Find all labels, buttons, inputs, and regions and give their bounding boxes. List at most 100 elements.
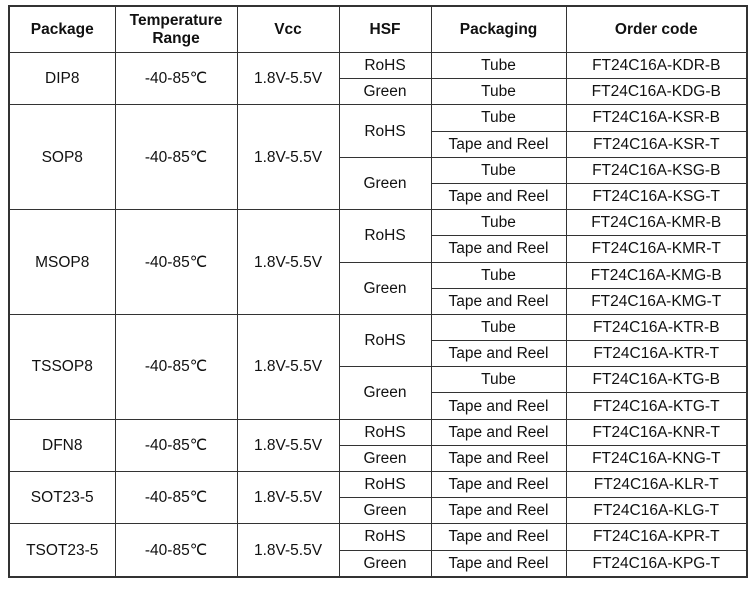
order-code-cell: FT24C16A-KPG-T (565, 549, 748, 578)
table-row: Tape and Reel FT24C16A-KSG-T (9, 182, 748, 211)
table-row: MSOP8 -40-85℃ 1.8V-5.5V RoHS Tube FT24C16A-KM… (8, 209, 748, 315)
header-packaging: Packaging (430, 5, 567, 53)
temperature-cell: -40-85℃ (114, 209, 238, 315)
order-code-cell: FT24C16A-KMG-T (565, 287, 748, 315)
table-row: TSSOP8 -40-85℃ 1.8V-5.5V RoHS Tube FT24C16A-K… (8, 313, 748, 420)
order-code-cell: FT24C16A-KNG-T (565, 444, 748, 473)
package-cell: TSOT23-5 (8, 523, 116, 578)
packaging-cell: Tape and Reel (430, 444, 567, 473)
hsf-cell: RoHS (338, 470, 432, 499)
packaging-cell: Tube (430, 78, 567, 106)
table-row: Green Tape and Reel FT24C16A-KNG-T (9, 444, 748, 473)
order-code-cell: FT24C16A-KSR-T (565, 130, 748, 158)
ordering-info-table: Package Temperature Range Vcc HSF Packag… (8, 5, 748, 578)
table-row: Tape and Reel FT24C16A-KTR-T (9, 340, 748, 368)
header-package: Package (8, 5, 116, 53)
packaging-cell: Tape and Reel (430, 523, 567, 551)
packaging-cell: Tape and Reel (430, 418, 567, 446)
vcc-cell: 1.8V-5.5V (236, 104, 340, 211)
package-cell: SOT23-5 (8, 470, 116, 525)
order-code-cell: FT24C16A-KNR-T (565, 418, 748, 446)
hsf-cell: RoHS (338, 51, 432, 80)
header-hsf: HSF (338, 5, 432, 53)
temperature-cell: -40-85℃ (114, 104, 238, 211)
table-row: SOP8 -40-85℃ 1.8V-5.5V RoHS Tube FT24C16A-KSR… (8, 104, 748, 211)
table-row: Green Tube FT24C16A-KMG-B (9, 261, 748, 315)
packaging-cell: Tape and Reel (430, 470, 567, 499)
vcc-cell: 1.8V-5.5V (236, 470, 340, 525)
table-row: Green Tube FT24C16A-KDG-B (9, 78, 748, 106)
table-row: SOT23-5 -40-85℃ 1.8V-5.5V RoHS Tape and Reel… (8, 470, 748, 525)
package-cell: DIP8 (8, 51, 116, 106)
hsf-cell: Green (338, 444, 432, 473)
hsf-cell: Green (338, 497, 432, 525)
vcc-cell: 1.8V-5.5V (236, 313, 340, 420)
order-code-cell: FT24C16A-KTR-B (565, 313, 748, 342)
packaging-cell: Tube (430, 366, 567, 394)
order-code-cell: FT24C16A-KLR-T (565, 470, 748, 499)
packaging-cell: Tape and Reel (430, 235, 567, 263)
hsf-cell: Green (338, 549, 432, 578)
temperature-cell: -40-85℃ (114, 523, 238, 578)
table-row: Green Tube FT24C16A-KTG-B (9, 366, 748, 420)
vcc-cell: 1.8V-5.5V (236, 51, 340, 106)
order-code-cell: FT24C16A-KTR-T (565, 340, 748, 368)
order-code-cell: FT24C16A-KPR-T (565, 523, 748, 551)
order-code-cell: FT24C16A-KTG-B (565, 366, 748, 394)
hsf-cell: Green (338, 366, 432, 420)
table-row: Green Tape and Reel FT24C16A-KLG-T (9, 497, 748, 525)
order-code-cell: FT24C16A-KMG-B (565, 261, 748, 289)
packaging-cell: Tape and Reel (430, 182, 567, 211)
packaging-cell: Tube (430, 313, 567, 342)
order-code-cell: FT24C16A-KMR-T (565, 235, 748, 263)
hsf-cell: Green (338, 156, 432, 211)
packaging-cell: Tube (430, 156, 567, 184)
vcc-cell: 1.8V-5.5V (236, 209, 340, 315)
packaging-cell: Tape and Reel (430, 392, 567, 420)
header-row: Package Temperature Range Vcc HSF Packag… (8, 5, 748, 53)
header-order-code: Order code (565, 5, 748, 53)
order-code-cell: FT24C16A-KSG-T (565, 182, 748, 211)
table-row: Tape and Reel FT24C16A-KSR-T (9, 130, 748, 158)
table-row: DFN8 -40-85℃ 1.8V-5.5V RoHS Tape and Reel FT2… (8, 418, 748, 473)
hsf-cell: RoHS (338, 313, 432, 368)
order-code-cell: FT24C16A-KDG-B (565, 78, 748, 106)
temperature-cell: -40-85℃ (114, 51, 238, 106)
packaging-cell: Tube (430, 209, 567, 237)
hsf-cell: RoHS (338, 209, 432, 263)
order-code-cell: FT24C16A-KLG-T (565, 497, 748, 525)
hsf-cell: Green (338, 78, 432, 106)
hsf-cell: RoHS (338, 418, 432, 446)
table-row: Green Tube FT24C16A-KSG-B (9, 156, 748, 211)
table-row: Tape and Reel FT24C16A-KTG-T (9, 392, 748, 420)
table-row: TSOT23-5 -40-85℃ 1.8V-5.5V RoHS Tape and Ree… (8, 523, 748, 578)
header-vcc: Vcc (236, 5, 340, 53)
order-code-cell: FT24C16A-KDR-B (565, 51, 748, 80)
vcc-cell: 1.8V-5.5V (236, 418, 340, 473)
table-row: Green Tape and Reel FT24C16A-KPG-T (9, 549, 748, 578)
packaging-cell: Tape and Reel (430, 287, 567, 315)
hsf-cell: Green (338, 261, 432, 315)
hsf-cell: RoHS (338, 104, 432, 158)
packaging-cell: Tube (430, 51, 567, 80)
order-code-cell: FT24C16A-KSG-B (565, 156, 748, 184)
temperature-cell: -40-85℃ (114, 418, 238, 473)
order-code-cell: FT24C16A-KTG-T (565, 392, 748, 420)
vcc-cell: 1.8V-5.5V (236, 523, 340, 578)
header-temperature-range: Temperature Range (114, 5, 238, 53)
packaging-cell: Tube (430, 261, 567, 289)
order-code-cell: FT24C16A-KSR-B (565, 104, 748, 132)
package-cell: MSOP8 (8, 209, 116, 315)
package-cell: SOP8 (8, 104, 116, 211)
packaging-cell: Tube (430, 104, 567, 132)
order-code-cell: FT24C16A-KMR-B (565, 209, 748, 237)
packaging-cell: Tape and Reel (430, 549, 567, 578)
packaging-cell: Tape and Reel (430, 130, 567, 158)
package-cell: TSSOP8 (8, 313, 116, 420)
temperature-cell: -40-85℃ (114, 470, 238, 525)
packaging-cell: Tape and Reel (430, 340, 567, 368)
table-row: Tape and Reel FT24C16A-KMG-T (9, 287, 748, 315)
packaging-cell: Tape and Reel (430, 497, 567, 525)
temperature-cell: -40-85℃ (114, 313, 238, 420)
table-row: DIP8 -40-85℃ 1.8V-5.5V RoHS Tube FT24C16A-KDR… (8, 51, 748, 106)
